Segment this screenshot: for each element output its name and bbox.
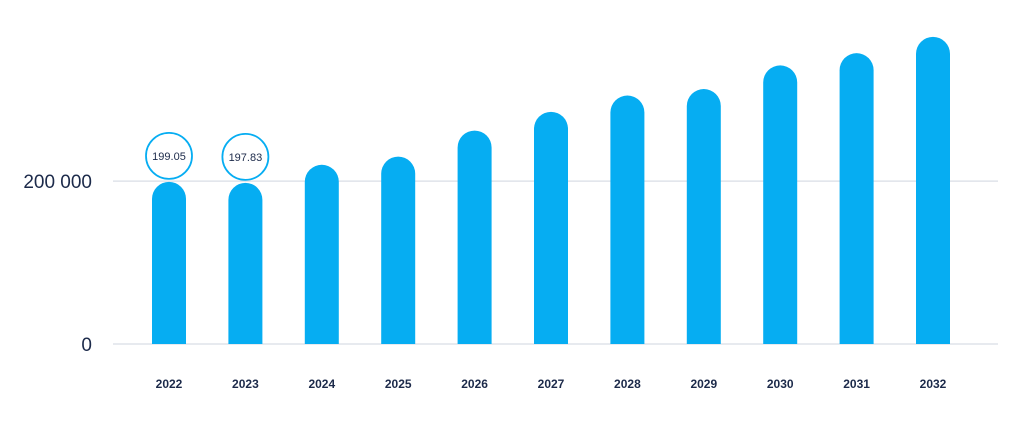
- x-tick-label: 2025: [385, 377, 412, 391]
- bar-2026: [457, 130, 492, 344]
- y-tick-label: 200 000: [23, 172, 92, 193]
- data-label: 197.83: [229, 152, 263, 164]
- x-tick-label: 2028: [614, 377, 641, 391]
- bars: [152, 36, 950, 345]
- x-tick-label: 2027: [538, 377, 565, 391]
- y-axis: 0 200 000: [23, 172, 92, 356]
- bar-2030: [763, 65, 798, 345]
- data-label: 199.05: [152, 151, 186, 163]
- x-tick-label: 2031: [843, 377, 870, 391]
- y-tick-label: 0: [81, 335, 92, 356]
- x-axis: 2022 2023 2024 2025 2026 2027 2028 2029 2030 2031…: [156, 377, 947, 391]
- data-label-circle: [221, 132, 270, 181]
- x-tick-label: 2030: [767, 377, 794, 391]
- bar-2029: [686, 89, 721, 344]
- x-tick-label: 2026: [461, 377, 488, 391]
- bar-2032: [916, 36, 950, 344]
- x-tick-label: 2022: [156, 377, 183, 391]
- data-label-circle: [145, 131, 193, 180]
- x-tick-label: 2024: [308, 377, 335, 391]
- bar-2025: [381, 156, 416, 344]
- bar-2024: [304, 164, 339, 344]
- x-tick-label: 2029: [690, 377, 717, 391]
- bar-2031: [839, 53, 874, 345]
- bar-2022: [152, 181, 186, 344]
- data-labels: 199.05 197.83: [145, 131, 270, 181]
- x-tick-label: 2023: [232, 377, 259, 391]
- x-tick-label: 2032: [920, 377, 947, 391]
- bar-2028: [610, 95, 645, 344]
- bar-2027: [534, 111, 568, 344]
- bar-2023: [228, 182, 263, 344]
